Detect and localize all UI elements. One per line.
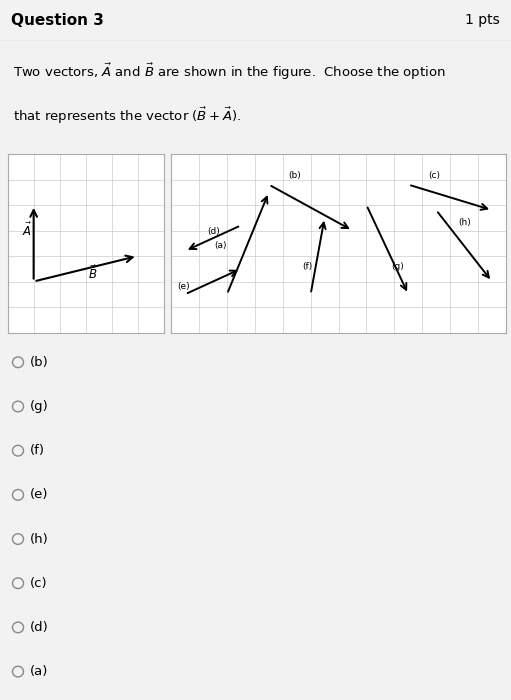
Text: (d): (d) bbox=[30, 621, 48, 634]
Text: (h): (h) bbox=[30, 533, 48, 545]
Text: (f): (f) bbox=[303, 262, 313, 271]
Text: (f): (f) bbox=[30, 444, 44, 457]
Text: (g): (g) bbox=[391, 262, 404, 271]
Text: $\vec{A}$: $\vec{A}$ bbox=[22, 222, 32, 239]
Text: (c): (c) bbox=[30, 577, 47, 589]
Text: (a): (a) bbox=[30, 665, 48, 678]
Text: (b): (b) bbox=[288, 172, 301, 180]
Text: (g): (g) bbox=[30, 400, 48, 413]
Text: (a): (a) bbox=[215, 241, 227, 251]
Text: Question 3: Question 3 bbox=[11, 13, 104, 28]
Text: (h): (h) bbox=[458, 218, 471, 228]
Text: (e): (e) bbox=[177, 282, 190, 291]
Text: $\vec{B}$: $\vec{B}$ bbox=[88, 265, 98, 282]
Text: (c): (c) bbox=[428, 172, 440, 180]
Text: (e): (e) bbox=[30, 489, 48, 501]
Text: Two vectors, $\vec{A}$ and $\vec{B}$ are shown in the figure.  Choose the option: Two vectors, $\vec{A}$ and $\vec{B}$ are… bbox=[13, 62, 446, 82]
Text: (b): (b) bbox=[30, 356, 48, 369]
Text: that represents the vector $(\vec{B}+\vec{A})$.: that represents the vector $(\vec{B}+\ve… bbox=[13, 105, 241, 125]
Text: 1 pts: 1 pts bbox=[465, 13, 500, 27]
Text: (d): (d) bbox=[207, 228, 220, 237]
